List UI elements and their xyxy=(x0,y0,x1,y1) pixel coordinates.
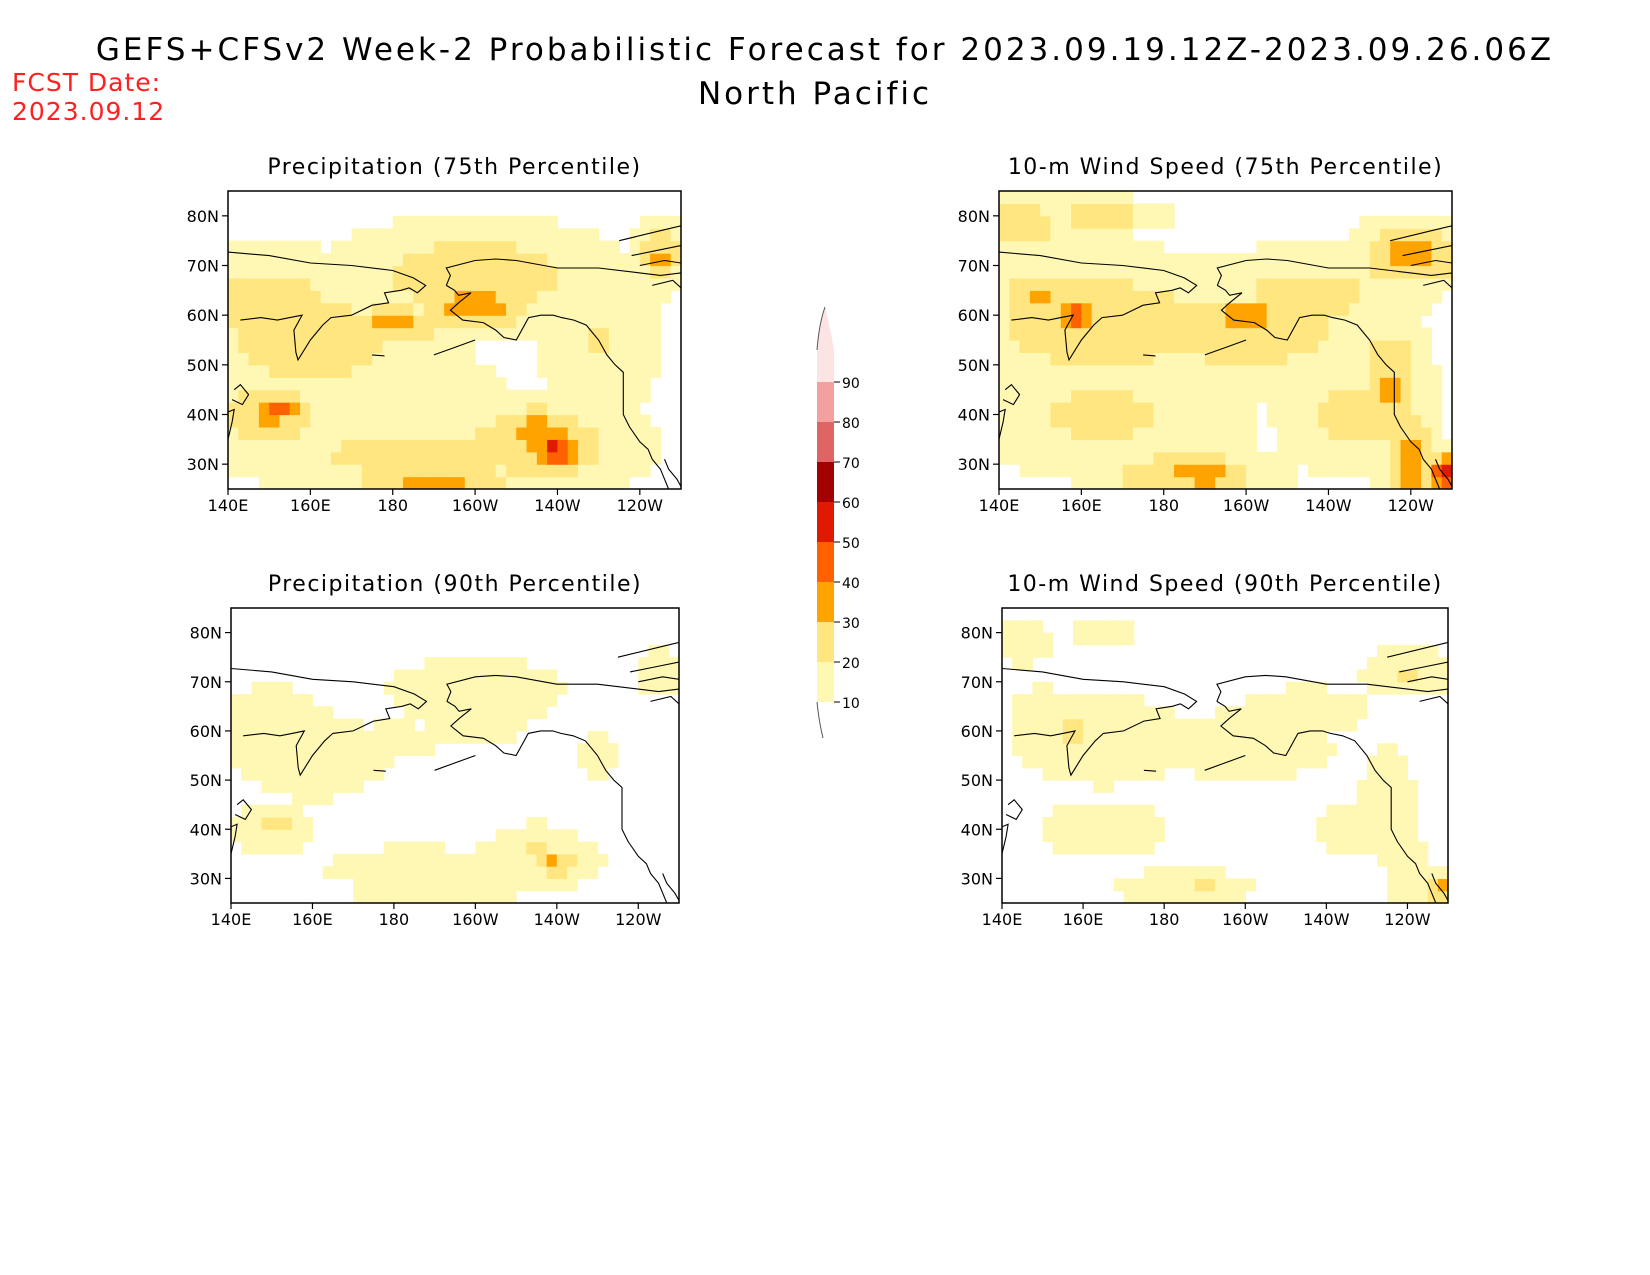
colorbar-segment xyxy=(817,662,834,702)
lon-tick-label: 160W xyxy=(1222,910,1269,929)
colorbar-segment xyxy=(817,622,834,662)
lon-tick-label: 160E xyxy=(1063,910,1104,929)
lat-tick-label: 70N xyxy=(190,673,222,692)
lon-tick-label: 140W xyxy=(1305,496,1352,515)
map-frame xyxy=(230,607,680,904)
lon-tick-label: 160W xyxy=(452,910,499,929)
fcst-date-value: 2023.09.12 xyxy=(12,97,166,126)
lon-tick-label: 160W xyxy=(1223,496,1270,515)
colorbar-label: 80 xyxy=(842,416,860,432)
lon-tick-label: 160E xyxy=(290,496,331,515)
lat-tick-label: 80N xyxy=(961,624,993,643)
lon-tick-label: 140W xyxy=(534,496,581,515)
coastline xyxy=(231,641,679,903)
colorbar-label: 90 xyxy=(842,376,860,392)
figure-subtitle: North Pacific xyxy=(697,76,933,112)
lat-tick-label: 40N xyxy=(190,820,222,839)
colorbar-segment xyxy=(817,582,834,622)
lon-tick-label: 180 xyxy=(1148,496,1179,515)
colorbar-segment xyxy=(817,462,834,502)
lon-tick-label: 140E xyxy=(982,910,1023,929)
probability-field xyxy=(228,215,681,489)
lat-tick-label: 50N xyxy=(961,771,993,790)
figure-title: GEFS+CFSv2 Week-2 Probabilistic Forecast… xyxy=(95,32,1555,68)
lat-tick-label: 30N xyxy=(190,869,222,888)
colorbar-label: 20 xyxy=(842,656,860,672)
lat-tick-label: 50N xyxy=(187,356,219,375)
lat-tick-label: 30N xyxy=(958,455,990,474)
map-panel-4: 10-m Wind Speed (90th Percentile) 140E 160… xyxy=(961,572,1449,929)
lat-tick-label: 30N xyxy=(187,455,219,474)
map-frame xyxy=(227,190,682,490)
lat-tick-label: 60N xyxy=(958,306,990,325)
map-panel-3: Precipitation (90th Percentile) 140E 160E 1… xyxy=(190,572,680,929)
coastline xyxy=(1002,641,1448,903)
lon-tick-label: 140W xyxy=(1303,910,1350,929)
lat-tick-label: 50N xyxy=(958,356,990,375)
lat-tick-label: 30N xyxy=(961,869,993,888)
map-panel-2: 10-m Wind Speed (75th Percentile) 140E 160… xyxy=(958,155,1453,515)
lat-tick-label: 80N xyxy=(958,207,990,226)
lon-tick-label: 180 xyxy=(1149,910,1180,929)
coastline xyxy=(999,225,1452,489)
colorbar-segment xyxy=(817,422,834,462)
lat-tick-label: 40N xyxy=(187,406,219,425)
colorbar-label: 60 xyxy=(842,496,860,512)
coastline xyxy=(228,225,681,489)
colorbar-label: 50 xyxy=(842,536,860,552)
lon-tick-label: 180 xyxy=(377,496,408,515)
colorbar-segment xyxy=(817,542,834,582)
lon-tick-label: 120W xyxy=(1384,910,1431,929)
lon-tick-label: 160E xyxy=(292,910,333,929)
map-frame xyxy=(998,190,1453,490)
lon-tick-label: 140E xyxy=(208,496,249,515)
lon-tick-label: 120W xyxy=(1388,496,1435,515)
colorbar-label: 10 xyxy=(842,696,860,712)
lon-tick-label: 120W xyxy=(617,496,664,515)
probability-field xyxy=(999,191,1452,489)
probability-field xyxy=(1002,620,1448,903)
lat-tick-label: 60N xyxy=(190,722,222,741)
lat-tick-label: 40N xyxy=(958,406,990,425)
colorbar-label: 70 xyxy=(842,456,860,472)
colorbar-segment xyxy=(817,502,834,542)
lat-tick-label: 80N xyxy=(187,207,219,226)
panel-title: 10-m Wind Speed (90th Percentile) xyxy=(1007,572,1442,597)
lat-tick-label: 60N xyxy=(961,722,993,741)
lat-tick-label: 50N xyxy=(190,771,222,790)
panel-title: 10-m Wind Speed (75th Percentile) xyxy=(1008,155,1443,180)
lat-tick-label: 70N xyxy=(961,673,993,692)
colorbar-segment xyxy=(817,307,834,382)
colorbar-label: 30 xyxy=(842,616,860,632)
lat-tick-label: 70N xyxy=(958,257,990,276)
probability-field xyxy=(231,644,679,903)
lon-tick-label: 180 xyxy=(379,910,410,929)
colorbar-segment xyxy=(817,382,834,422)
lon-tick-label: 160W xyxy=(452,496,499,515)
lon-tick-label: 140E xyxy=(979,496,1020,515)
fcst-date-block: FCST Date: 2023.09.12 xyxy=(12,68,165,126)
colorbar: 10 20 30 40 50 60 70 80 90 xyxy=(816,306,860,739)
panel-title: Precipitation (75th Percentile) xyxy=(267,155,641,180)
lon-tick-label: 140E xyxy=(211,910,252,929)
lon-tick-label: 160E xyxy=(1061,496,1102,515)
lat-tick-label: 80N xyxy=(190,624,222,643)
lon-tick-label: 140W xyxy=(534,910,581,929)
lat-tick-label: 70N xyxy=(187,257,219,276)
lon-tick-label: 120W xyxy=(615,910,662,929)
panel-title: Precipitation (90th Percentile) xyxy=(268,572,642,597)
lat-tick-label: 40N xyxy=(961,820,993,839)
lat-tick-label: 60N xyxy=(187,306,219,325)
colorbar-label: 40 xyxy=(842,576,860,592)
map-frame xyxy=(1001,607,1449,904)
fcst-date-label: FCST Date: xyxy=(12,68,162,97)
map-panel-1: Precipitation (75th Percentile) 140E 160E 1… xyxy=(187,155,682,515)
